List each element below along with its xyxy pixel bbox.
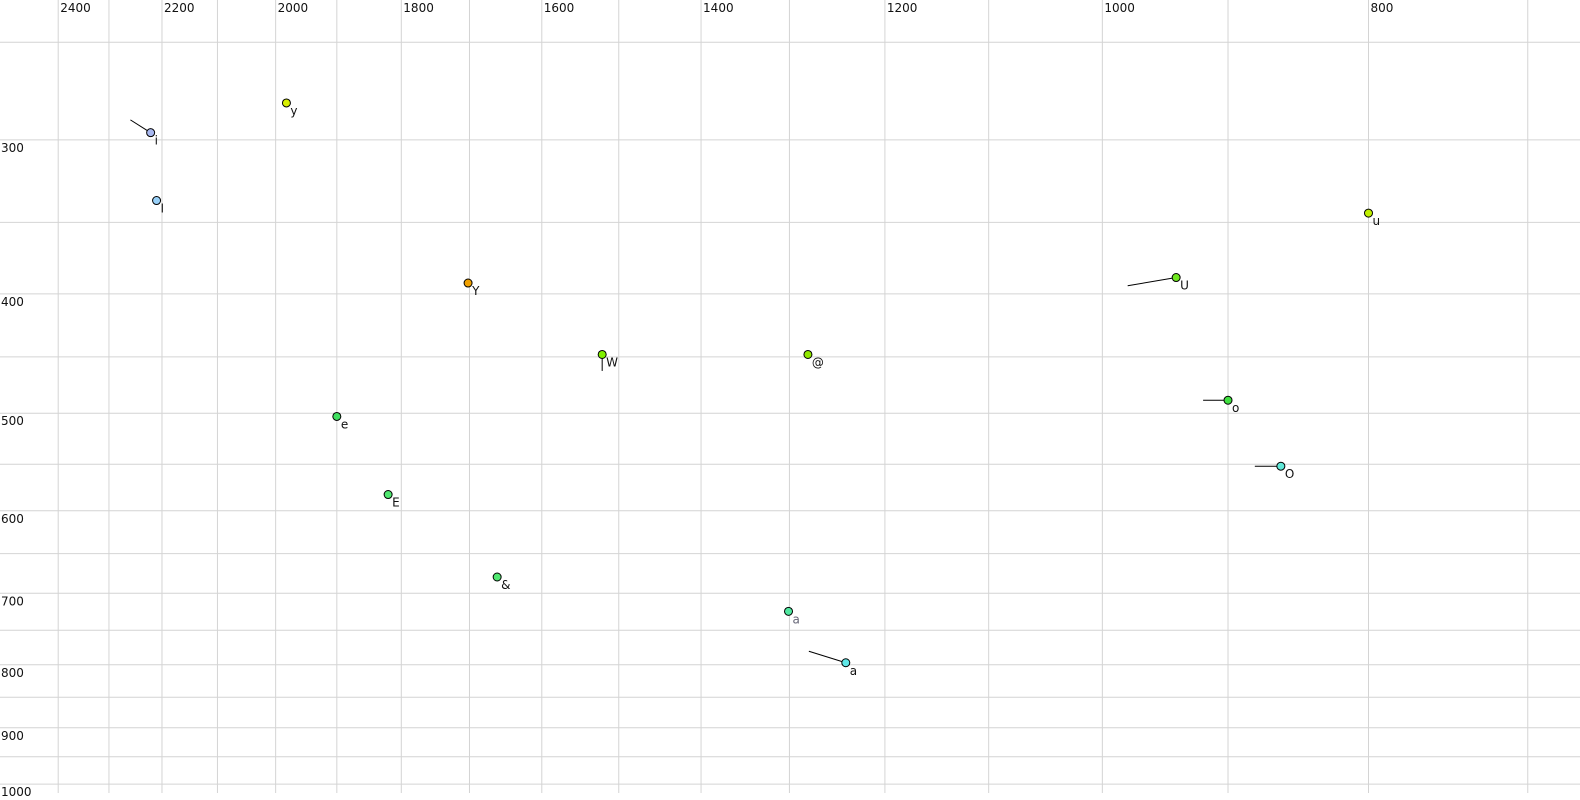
vowel-point bbox=[1223, 395, 1233, 405]
x-tick-label: 2200 bbox=[164, 1, 195, 15]
vowel-label: O bbox=[1285, 467, 1294, 481]
vowel-point bbox=[492, 572, 502, 582]
vowel-label: E bbox=[392, 496, 400, 510]
vowel-label: I bbox=[161, 202, 165, 216]
vowel-label: Y bbox=[471, 284, 480, 298]
vowel-point bbox=[332, 411, 342, 421]
y-tick-label: 1000 bbox=[1, 785, 32, 799]
y-tick-label: 800 bbox=[1, 666, 24, 680]
vowel-point bbox=[383, 490, 393, 500]
y-tick-label: 700 bbox=[1, 594, 24, 608]
y-tick-label: 300 bbox=[1, 141, 24, 155]
vowel-label: U bbox=[1180, 279, 1189, 293]
x-tick-label: 1000 bbox=[1104, 1, 1135, 15]
vowel-point bbox=[1276, 461, 1286, 471]
vowel-label: e bbox=[341, 417, 348, 431]
tick-labels: 2400 2200 2000 1800 1600 1400 1200 1000 800 300 40… bbox=[1, 1, 1393, 799]
vowel-label: o bbox=[1232, 401, 1239, 415]
x-tick-label: 1800 bbox=[403, 1, 434, 15]
vowel-label: y bbox=[290, 104, 297, 118]
vowel-label: a bbox=[793, 612, 800, 626]
vowel-point bbox=[463, 278, 473, 288]
y-tick-label: 900 bbox=[1, 729, 24, 743]
y-tick-label: 400 bbox=[1, 295, 24, 309]
vowel-label: @ bbox=[812, 355, 824, 369]
data-points: i Iy Y W @ e E & a a Uu o O bbox=[130, 98, 1380, 678]
vowel-label: & bbox=[501, 578, 510, 592]
vowel-point bbox=[597, 349, 607, 359]
formant-trajectory bbox=[808, 650, 846, 664]
vowel-point bbox=[1171, 273, 1181, 283]
y-tick-label: 600 bbox=[1, 512, 24, 526]
x-tick-label: 1200 bbox=[887, 1, 918, 15]
x-tick-label: 1600 bbox=[544, 1, 575, 15]
x-tick-label: 2000 bbox=[278, 1, 309, 15]
vowel-point bbox=[281, 98, 291, 108]
vowel-point bbox=[146, 128, 156, 138]
vowel-point bbox=[841, 658, 851, 668]
vowel-point bbox=[784, 606, 794, 616]
y-tick-label: 500 bbox=[1, 414, 24, 428]
x-tick-label: 2400 bbox=[60, 1, 91, 15]
vowel-label: i bbox=[155, 134, 158, 148]
vowel-label: u bbox=[1372, 214, 1380, 228]
x-tick-label: 1400 bbox=[703, 1, 734, 15]
vowel-point bbox=[152, 196, 162, 206]
x-tick-label: 800 bbox=[1370, 1, 1393, 15]
formant-trajectory bbox=[1127, 277, 1177, 287]
vowel-point bbox=[803, 349, 813, 359]
vowel-label: a bbox=[850, 664, 857, 678]
vowel-point bbox=[1363, 208, 1373, 218]
vowel-label: W bbox=[606, 355, 618, 369]
